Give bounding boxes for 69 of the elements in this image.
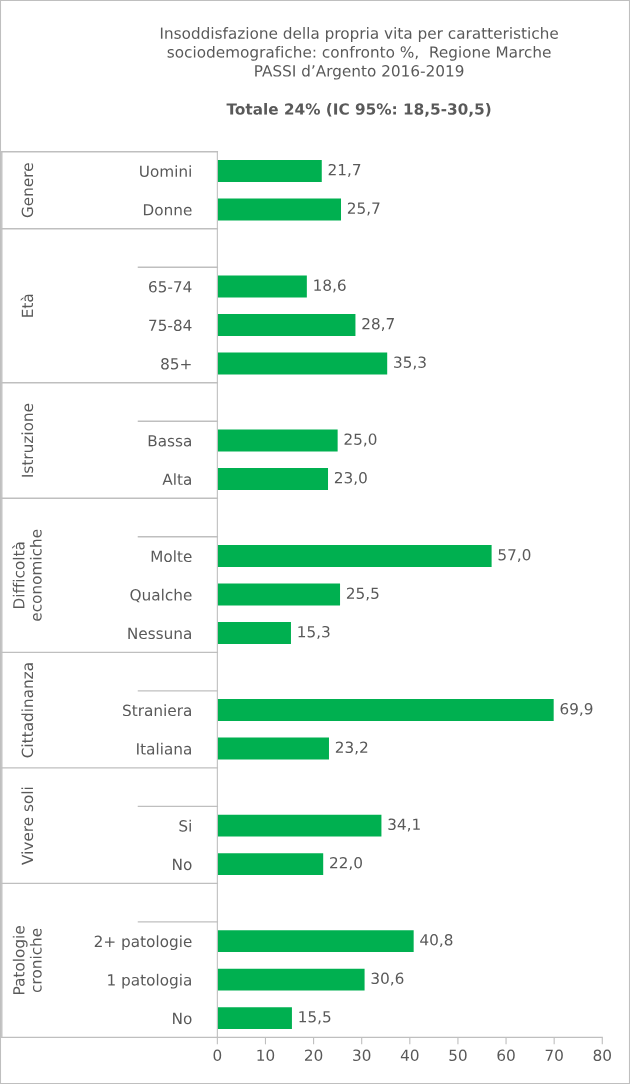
x-tick-label: 70 [545,1049,563,1062]
bar [217,583,341,606]
chart-title: Insoddisfazione della propria vita per caratteristiche sociodemografiche: confronto %, Regione Marche PASSI d’Argento 2016-2019 [160,27,558,80]
text: Difficoltà economiche [12,529,42,621]
data-label: 35,3 [394,356,426,370]
x-tick-label: 20 [304,1049,323,1062]
text: Cittadinanza [21,663,34,758]
data-label: 15,3 [298,625,330,640]
y-tick-label: Alta [162,473,191,486]
data-label: 57,0 [498,548,531,563]
y-tick-label: Qualche [130,588,192,603]
bar [217,314,356,337]
data-label: 69,9 [560,702,593,717]
y-tick-label: Si [179,819,191,832]
data-label: 34,1 [388,818,420,832]
text: Età [20,294,34,317]
y-tick-label: Italiana [137,742,191,755]
bar [217,429,338,452]
y-tick-label: No [173,1012,192,1025]
bar [217,468,329,491]
bar [217,160,322,182]
y-tick-label: 2+ patologie [94,935,192,951]
bar [217,352,388,375]
bar [217,275,307,298]
y-tick-label: Donne [143,204,192,216]
text: Istruzione [21,403,34,477]
data-label: 28,7 [362,317,394,332]
x-tick-label: 60 [497,1049,515,1062]
x-tick-label: 0 [213,1049,222,1062]
bar [217,814,382,837]
x-tick-label: 40 [400,1049,419,1062]
y-tick-label: Straniera [123,704,191,717]
bar [217,699,554,722]
data-label: 21,7 [328,163,361,177]
y-tick-label: 1 patologia [108,973,191,989]
y-tick-label: 65-74 [149,280,192,293]
text: Vivere soli [21,787,34,865]
bar [217,545,492,568]
bar [217,622,291,645]
bar [217,737,329,760]
y-tick-label: 75-84 [149,319,192,332]
data-label: 23,2 [335,741,368,755]
x-tick-label: 30 [353,1049,371,1062]
data-label: 25,0 [344,433,377,447]
bar [217,1007,292,1030]
data-label: 22,0 [330,856,362,871]
text: Genere [21,163,34,218]
bar [217,968,365,991]
bar [217,930,414,953]
x-tick-label: 10 [257,1049,275,1062]
y-tick-label: No [173,858,192,871]
y-tick-label: 85+ [161,358,191,370]
y-tick-label: Nessuna [128,627,191,640]
data-label: 15,5 [299,1011,331,1025]
data-label: 18,6 [314,279,346,293]
y-tick-label: Uomini [140,165,191,178]
data-label: 23,0 [334,471,367,486]
text: Patologie croniche [12,926,42,994]
data-label: 30,6 [371,972,404,986]
chart-subtitle: Totale 24% (IC 95%: 18,5-30,5) [226,102,491,117]
data-label: 25,5 [346,587,379,601]
x-tick-label: 80 [593,1049,611,1062]
bar [217,198,342,221]
data-label: 40,8 [420,934,453,948]
y-tick-label: Molte [151,550,192,563]
x-tick-label: 50 [449,1049,467,1062]
bar [217,853,324,876]
data-label: 25,7 [347,202,380,216]
y-tick-label: Bassa [148,435,191,447]
